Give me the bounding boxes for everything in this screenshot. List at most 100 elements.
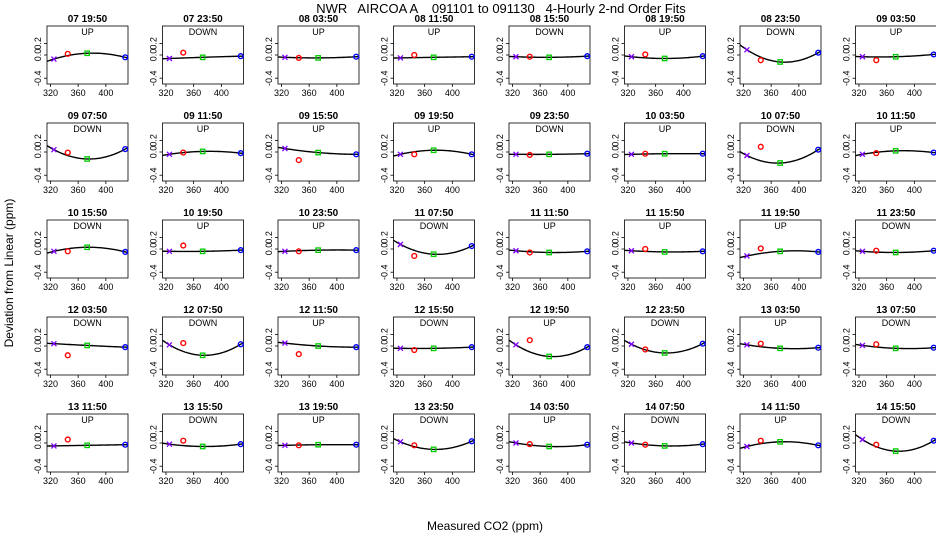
y-tick-label: 0.2 bbox=[611, 37, 621, 50]
y-tick-label: 0.2 bbox=[495, 231, 505, 244]
point-std-1 bbox=[397, 438, 404, 445]
panel-6: 08 19:50 UP -0.4 0.00.2 320 360 400 bbox=[611, 14, 706, 98]
x-tick-label: 400 bbox=[560, 379, 575, 389]
panel-direction: UP bbox=[312, 318, 325, 328]
point-std-2 bbox=[873, 57, 880, 64]
x-tick-label: 400 bbox=[98, 379, 113, 389]
point-std-4 bbox=[237, 247, 244, 254]
x-tick-label: 360 bbox=[417, 476, 432, 486]
point-std-2 bbox=[295, 157, 302, 164]
x-tick-label: 360 bbox=[533, 185, 548, 195]
point-std-4 bbox=[468, 438, 475, 445]
fit-curve bbox=[393, 346, 475, 350]
x-tick-label: 320 bbox=[43, 88, 58, 98]
point-std-1 bbox=[859, 436, 866, 443]
x-tick-label: 400 bbox=[98, 476, 113, 486]
x-tick-label: 400 bbox=[445, 476, 460, 486]
point-std-1 bbox=[743, 253, 750, 259]
fit-curve bbox=[508, 249, 591, 254]
y-tick-label: -0.4 bbox=[380, 458, 390, 474]
x-tick-label: 360 bbox=[648, 476, 663, 486]
y-tick-label: -0.4 bbox=[264, 458, 274, 474]
point-std-1 bbox=[628, 247, 635, 254]
x-tick-label: 360 bbox=[879, 185, 894, 195]
point-std-2 bbox=[64, 248, 71, 255]
panel-38: 14 07:50 DOWN -0.4 0.00.2 320 360 400 bbox=[611, 402, 706, 486]
x-tick-label: 320 bbox=[389, 379, 404, 389]
y-tick-label: 0.0 bbox=[842, 340, 852, 353]
y-tick-label: -0.4 bbox=[726, 458, 736, 474]
point-std-2 bbox=[642, 346, 649, 353]
x-tick-label: 320 bbox=[620, 185, 635, 195]
y-tick-label: 0.0 bbox=[380, 49, 390, 62]
x-tick-label: 400 bbox=[676, 476, 691, 486]
panel-direction: UP bbox=[659, 27, 672, 37]
marker-stroke bbox=[281, 248, 288, 255]
marker-stroke bbox=[743, 46, 750, 53]
panel-title: 14 07:50 bbox=[645, 402, 685, 413]
point-std-4 bbox=[122, 344, 129, 351]
x-tick-label: 360 bbox=[764, 282, 779, 292]
y-tick-label: 0.0 bbox=[611, 146, 621, 159]
point-std-3 bbox=[546, 151, 553, 158]
point-std-3 bbox=[199, 248, 206, 255]
panel-direction: UP bbox=[543, 318, 556, 328]
point-std-4 bbox=[237, 441, 244, 448]
point-std-3 bbox=[546, 353, 553, 360]
panel-title: 13 03:50 bbox=[761, 305, 801, 316]
x-tick-label: 320 bbox=[736, 282, 751, 292]
panel-34: 13 15:50 DOWN -0.4 0.00.2 320 360 400 bbox=[149, 402, 244, 486]
marker-stroke bbox=[397, 241, 404, 248]
point-std-2 bbox=[526, 53, 533, 60]
point-std-3 bbox=[430, 446, 437, 453]
x-tick-label: 400 bbox=[214, 88, 229, 98]
panel-31: 13 03:50 UP -0.4 0.00.2 320 360 400 bbox=[726, 305, 822, 389]
point-std-1 bbox=[397, 241, 404, 248]
point-std-1 bbox=[281, 442, 288, 449]
panel-direction: UP bbox=[428, 27, 441, 37]
point-std-3 bbox=[892, 53, 899, 60]
y-tick-label: -0.4 bbox=[842, 264, 852, 280]
y-tick-label: 0.0 bbox=[611, 49, 621, 62]
y-tick-label: 0.2 bbox=[611, 231, 621, 244]
x-tick-label: 400 bbox=[445, 379, 460, 389]
panel-18: 10 19:50 UP -0.4 0.00.2 320 360 400 bbox=[149, 208, 244, 292]
fit-curve bbox=[162, 442, 244, 448]
y-tick-label: -0.4 bbox=[149, 167, 159, 183]
y-tick-label: 0.0 bbox=[380, 243, 390, 256]
x-tick-label: 320 bbox=[505, 185, 520, 195]
point-std-2 bbox=[180, 49, 187, 56]
y-tick-label: -0.4 bbox=[264, 361, 274, 377]
point-std-2 bbox=[757, 437, 764, 444]
panel-4: 08 11:50 UP -0.4 0.00.2 320 360 400 bbox=[380, 14, 475, 98]
fit-curve bbox=[393, 437, 475, 451]
panel-direction: UP bbox=[312, 27, 325, 37]
panel-direction: UP bbox=[81, 415, 94, 425]
point-std-4 bbox=[237, 53, 244, 60]
point-std-4 bbox=[122, 248, 129, 256]
panel-direction: UP bbox=[197, 221, 210, 231]
panel-37: 14 03:50 UP -0.4 0.00.2 320 360 400 bbox=[495, 402, 591, 486]
panel-16: 10 11:50 UP -0.4 0.00.2 320 360 400 bbox=[842, 111, 936, 195]
y-tick-label: 0.2 bbox=[495, 37, 505, 50]
x-tick-label: 400 bbox=[676, 379, 691, 389]
fit-curve bbox=[393, 56, 475, 59]
panel-29: 12 19:50 UP -0.4 0.00.2 320 360 400 bbox=[495, 305, 591, 389]
point-std-2 bbox=[180, 242, 187, 249]
fit-curve bbox=[624, 441, 706, 447]
y-tick-label: 0.2 bbox=[611, 328, 621, 341]
point-std-1 bbox=[859, 248, 866, 255]
x-tick-label: 360 bbox=[71, 282, 86, 292]
x-tick-label: 400 bbox=[791, 282, 806, 292]
x-tick-label: 320 bbox=[274, 88, 289, 98]
panel-30: 12 23:50 DOWN -0.4 0.00.2 320 360 400 bbox=[611, 305, 706, 389]
point-std-2 bbox=[526, 249, 533, 256]
x-tick-label: 400 bbox=[560, 185, 575, 195]
point-std-3 bbox=[315, 149, 322, 156]
x-tick-label: 360 bbox=[71, 88, 86, 98]
marker-stroke bbox=[859, 53, 866, 60]
x-tick-label: 320 bbox=[620, 88, 635, 98]
point-std-4 bbox=[353, 441, 360, 448]
fit-curve bbox=[855, 249, 936, 254]
y-tick-label: 0.0 bbox=[33, 243, 43, 256]
